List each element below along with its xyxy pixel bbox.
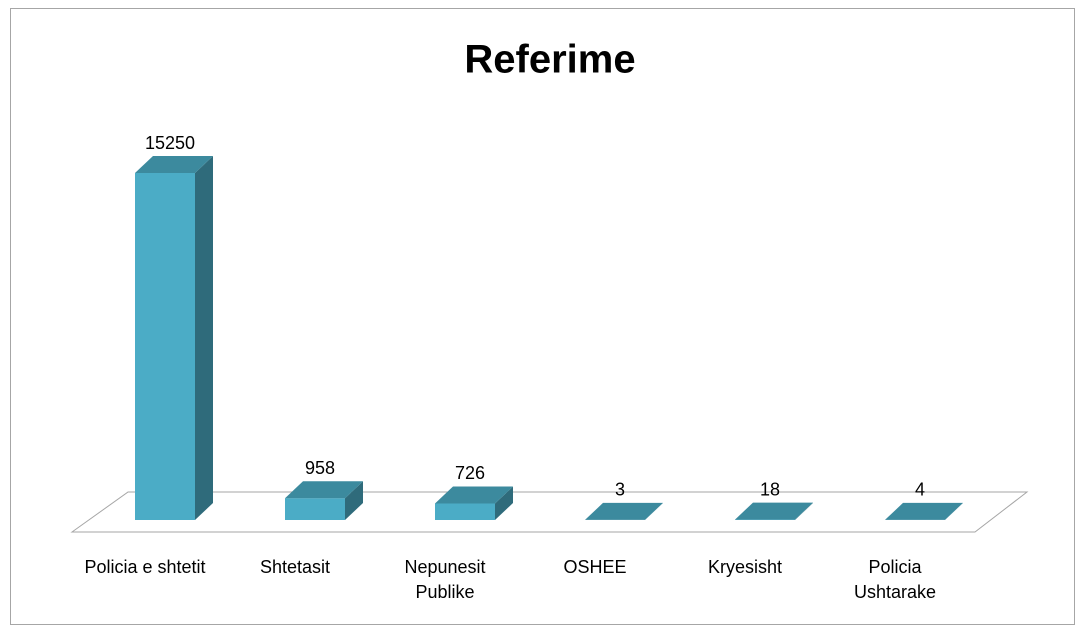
floor — [70, 491, 1029, 533]
bar-top — [435, 486, 513, 504]
bar-top — [585, 502, 663, 520]
bar-side — [495, 486, 513, 520]
data-label: 3 — [615, 480, 625, 500]
bar — [285, 498, 345, 520]
bar-side — [945, 502, 963, 520]
bar-side — [345, 481, 363, 520]
bar-top — [135, 156, 213, 173]
bar — [135, 173, 195, 520]
bar-side — [795, 502, 813, 520]
x-tick-label: Shtetasit — [259, 557, 331, 577]
data-label: 15250 — [145, 133, 195, 153]
bar-top — [735, 502, 813, 520]
data-label: 18 — [760, 479, 780, 499]
bar-top — [285, 481, 363, 499]
data-label: 958 — [305, 458, 335, 478]
bar-side — [195, 156, 213, 520]
bar-side — [645, 502, 663, 520]
x-tick-label: OSHEE — [563, 557, 627, 577]
x-tick-label: Nepunesit Publike — [404, 557, 486, 602]
x-tick-label: Policia e shtetit — [84, 557, 206, 577]
chart-title: Referime — [464, 38, 635, 82]
bar-top — [885, 502, 963, 520]
data-label: 4 — [915, 480, 925, 500]
x-tick-label: Policia Ushtarake — [853, 557, 937, 602]
bar — [435, 503, 495, 520]
data-label: 726 — [455, 463, 485, 483]
x-tick-label: Kryesisht — [707, 557, 783, 577]
